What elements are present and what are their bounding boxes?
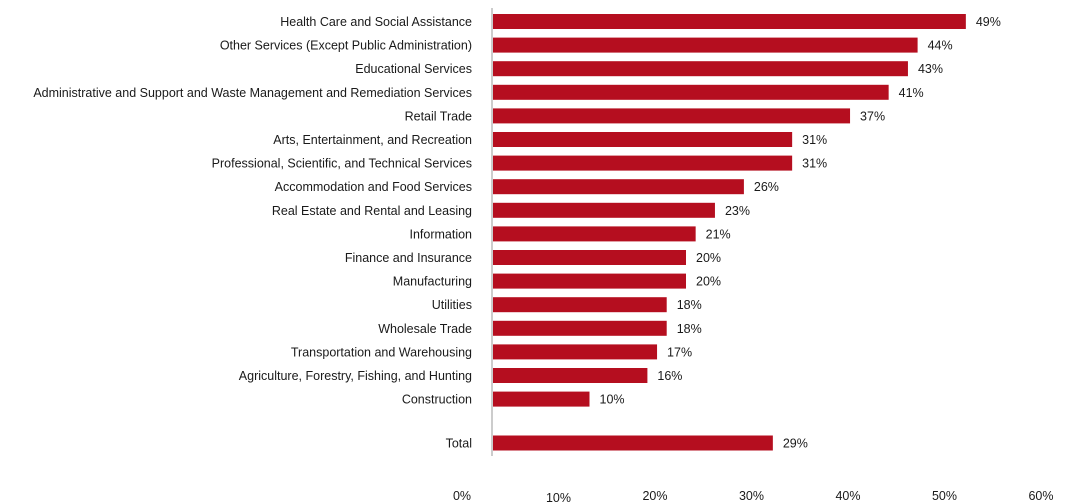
bar-educational-services (493, 61, 908, 77)
x-tick-label-0: 0% (453, 489, 471, 503)
category-label-finance-and-insurance: Finance and Insurance (345, 251, 472, 265)
bar-real-estate-and-rental-and-leasing (493, 202, 715, 218)
category-label-wholesale-trade: Wholesale Trade (378, 322, 472, 336)
value-label-construction: 10% (600, 393, 625, 407)
value-label-retail-trade: 37% (860, 109, 885, 123)
bar-transportation-and-warehousing (493, 344, 658, 360)
category-label-agriculture-forestry-fishing-and-hunting: Agriculture, Forestry, Fishing, and Hunt… (239, 369, 472, 383)
category-label-other-services-except-public-administration: Other Services (Except Public Administra… (220, 39, 472, 53)
category-label-administrative-and-support-and-waste-management-and-remediation-services: Administrative and Support and Waste Man… (33, 86, 472, 100)
value-label-other-services-except-public-administration: 44% (928, 39, 953, 53)
bar-information (493, 226, 696, 242)
category-label-arts-entertainment-and-recreation: Arts, Entertainment, and Recreation (273, 133, 472, 147)
x-tick-label-20: 20% (642, 489, 667, 503)
value-label-real-estate-and-rental-and-leasing: 23% (725, 204, 750, 218)
x-tick-label-40: 40% (835, 489, 860, 503)
value-label-wholesale-trade: 18% (677, 322, 702, 336)
category-label-educational-services: Educational Services (355, 62, 472, 76)
value-label-transportation-and-warehousing: 17% (667, 345, 692, 359)
value-label-health-care-and-social-assistance: 49% (976, 15, 1001, 29)
value-label-educational-services: 43% (918, 62, 943, 76)
value-label-finance-and-insurance: 20% (696, 251, 721, 265)
x-tick-label-50: 50% (932, 489, 957, 503)
category-label-accommodation-and-food-services: Accommodation and Food Services (275, 180, 472, 194)
bar-accommodation-and-food-services (493, 179, 744, 195)
category-label-retail-trade: Retail Trade (405, 109, 472, 123)
bar-finance-and-insurance (493, 250, 686, 265)
value-label-total: 29% (783, 437, 808, 451)
value-label-professional-scientific-and-technical-services: 31% (802, 157, 827, 171)
bar-retail-trade (493, 108, 851, 124)
bar-wholesale-trade (493, 320, 667, 336)
bar-manufacturing (493, 273, 686, 289)
bar-agriculture-forestry-fishing-and-hunting (493, 368, 648, 383)
value-label-accommodation-and-food-services: 26% (754, 180, 779, 194)
category-label-construction: Construction (402, 393, 472, 407)
category-label-professional-scientific-and-technical-services: Professional, Scientific, and Technical … (212, 157, 472, 171)
x-tick-label-10: 10% (546, 491, 571, 504)
bar-health-care-and-social-assistance (493, 14, 966, 29)
category-label-health-care-and-social-assistance: Health Care and Social Assistance (280, 15, 472, 29)
bar-administrative-and-support-and-waste-management-and-remediation-services (493, 84, 889, 100)
bar-construction (493, 391, 590, 407)
bar-other-services-except-public-administration (493, 37, 918, 53)
bars-group: Health Care and Social Assistance 49% Othe… (33, 14, 1001, 451)
x-tick-label-60: 60% (1028, 489, 1053, 503)
x-tick-label-30: 30% (739, 489, 764, 503)
value-label-administrative-and-support-and-waste-management-and-remediation-services: 41% (899, 86, 924, 100)
value-label-agriculture-forestry-fishing-and-hunting: 16% (657, 369, 682, 383)
value-label-arts-entertainment-and-recreation: 31% (802, 133, 827, 147)
category-label-utilities: Utilities (432, 298, 472, 312)
value-label-manufacturing: 20% (696, 275, 721, 289)
value-label-information: 21% (706, 227, 731, 241)
category-label-manufacturing: Manufacturing (393, 275, 472, 289)
bar-professional-scientific-and-technical-services (493, 155, 793, 171)
bar-total (493, 435, 773, 451)
category-label-real-estate-and-rental-and-leasing: Real Estate and Rental and Leasing (272, 204, 472, 218)
value-label-utilities: 18% (677, 298, 702, 312)
category-label-transportation-and-warehousing: Transportation and Warehousing (291, 345, 472, 359)
bar-utilities (493, 297, 667, 313)
bar-arts-entertainment-and-recreation (493, 132, 793, 147)
x-tick-labels-group: 0% 10% 20% 30% 40% 50% 60% (453, 489, 1054, 504)
category-label-information: Information (409, 227, 472, 241)
category-label-total: Total (446, 437, 472, 451)
